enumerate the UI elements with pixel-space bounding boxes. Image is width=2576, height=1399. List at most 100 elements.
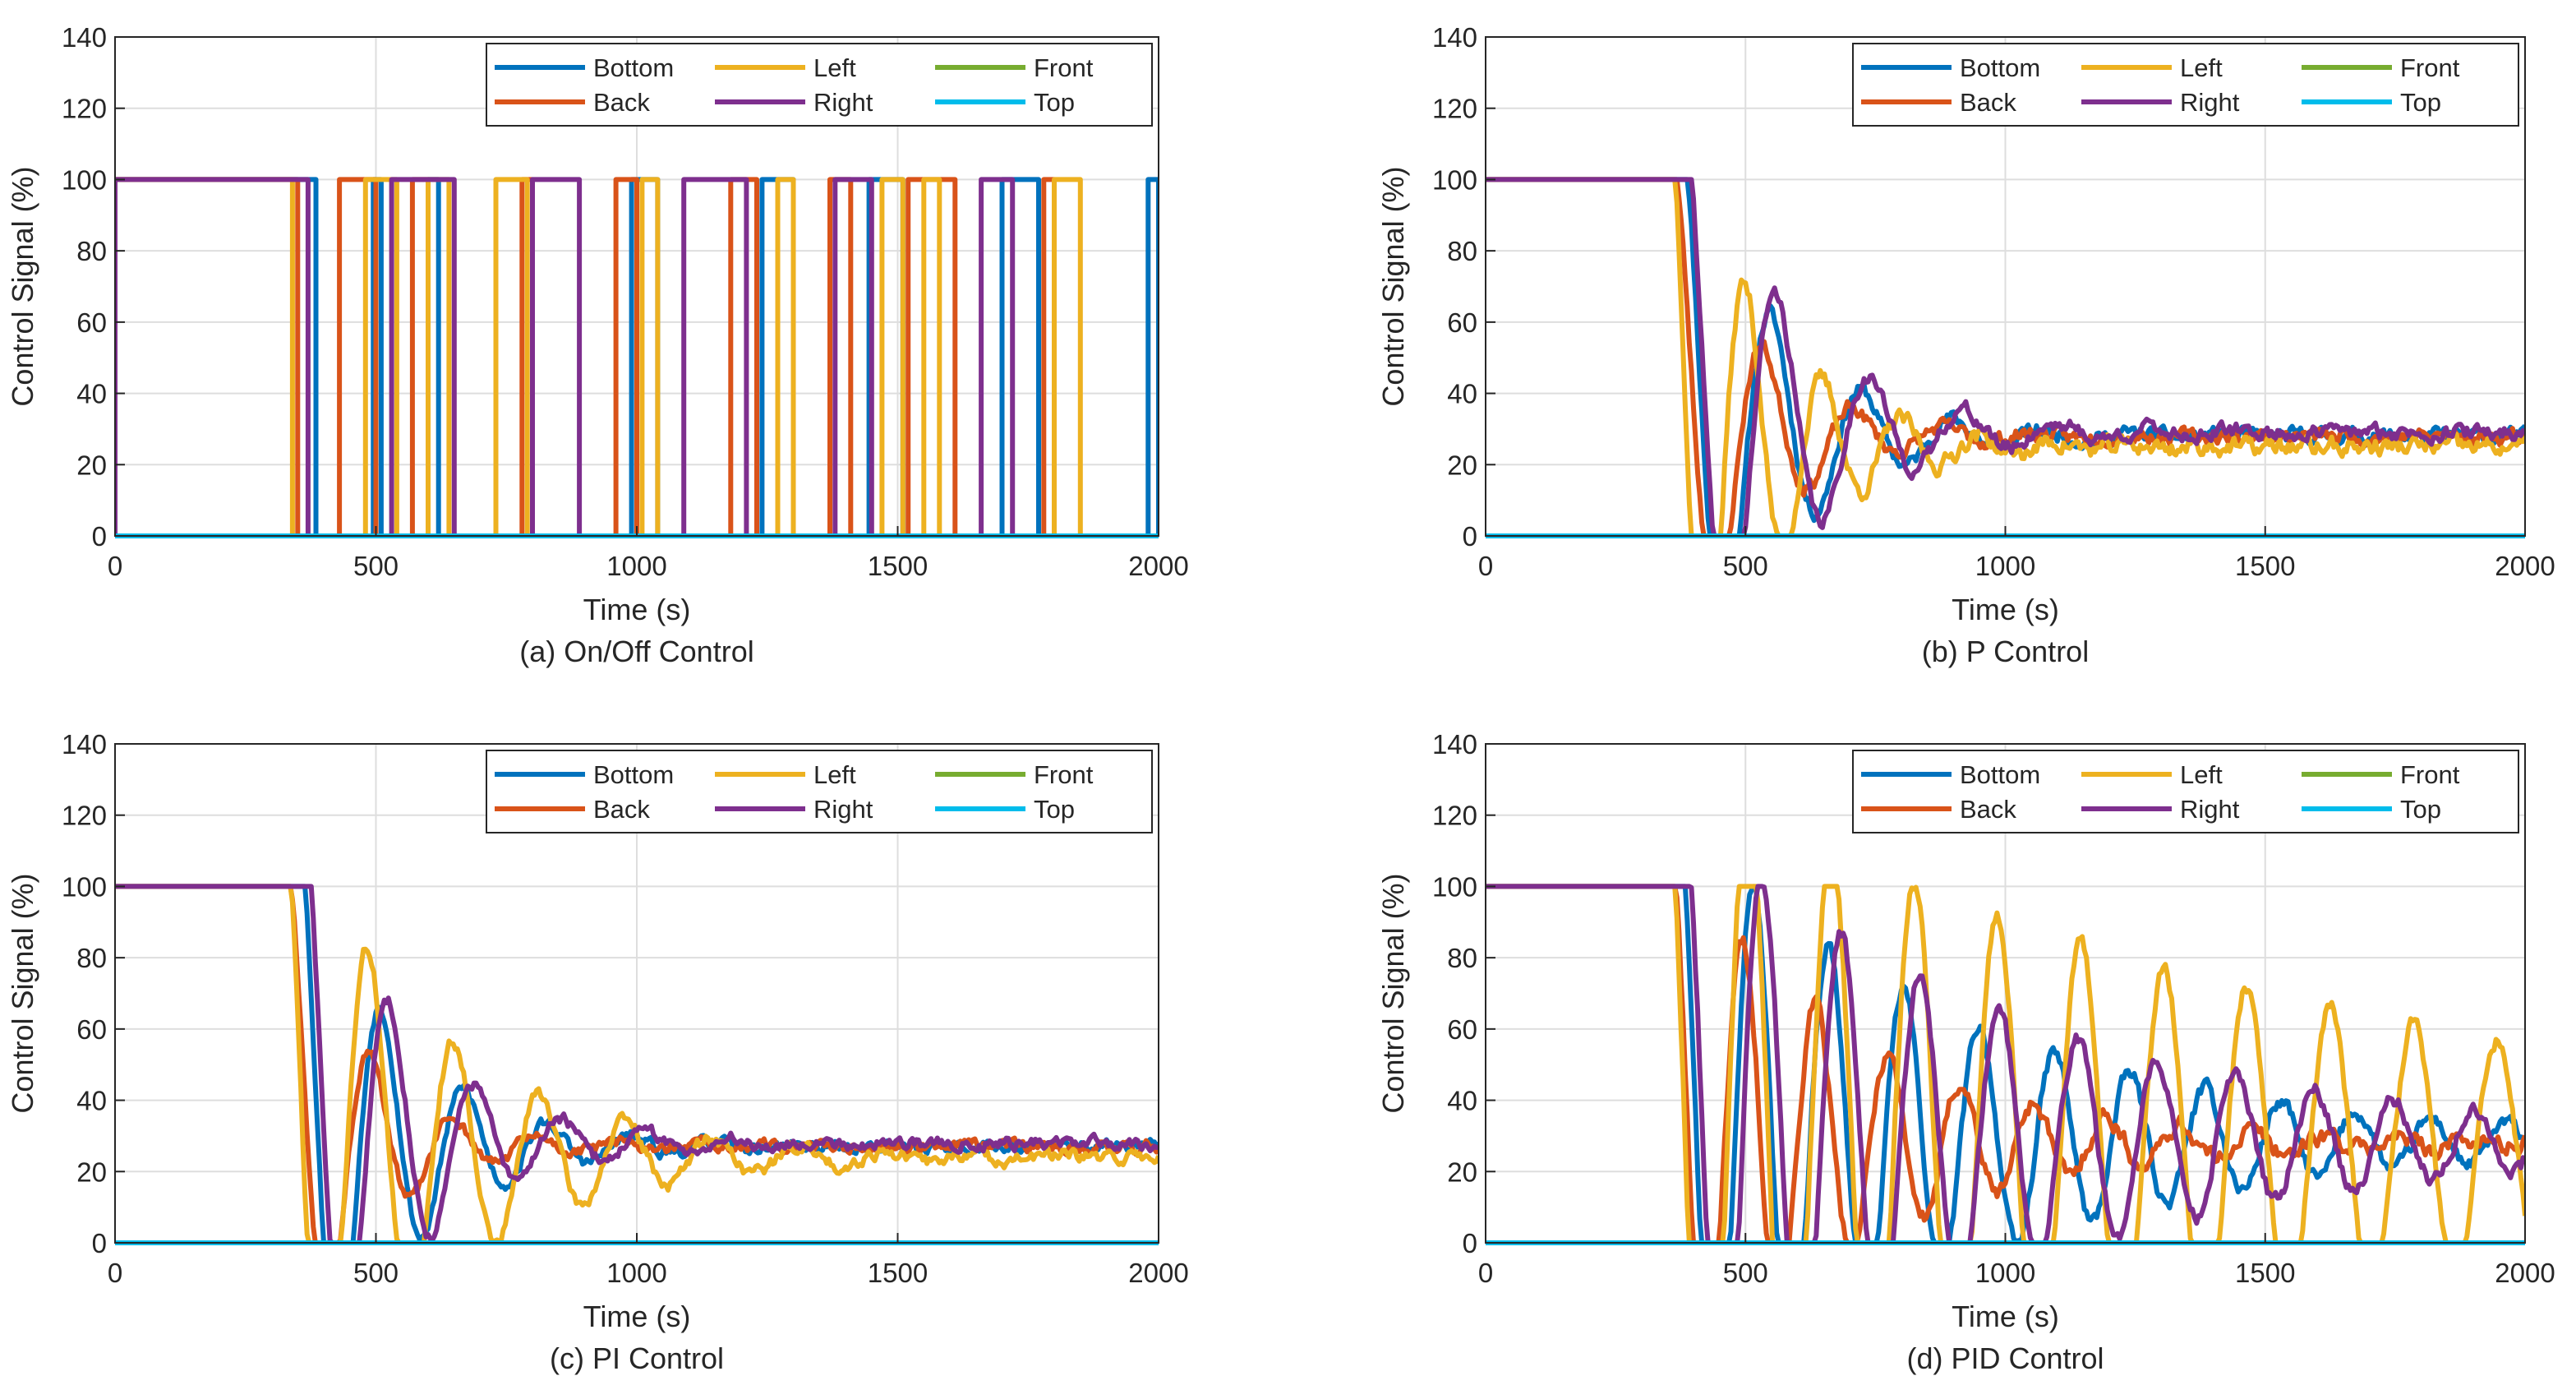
legend: Bottom Back Left Right Front Top — [486, 43, 1153, 127]
y-tick-label: 120 — [62, 94, 107, 124]
y-tick-label: 40 — [1447, 1086, 1477, 1116]
legend-entry-right: Right — [2081, 88, 2240, 117]
series-line-right — [115, 884, 1159, 1245]
y-tick-label: 120 — [1432, 94, 1477, 124]
legend-entry-left: Left — [2081, 53, 2223, 82]
legend-label: Bottom — [1960, 760, 2040, 789]
x-axis-label: Time (s) — [1952, 1300, 2059, 1333]
legend-label: Top — [2400, 795, 2441, 824]
legend-label: Front — [1034, 53, 1094, 82]
y-tick-label: 20 — [1447, 1157, 1477, 1187]
x-axis-label: Time (s) — [1952, 593, 2059, 626]
chart-panel-b: 0 500 1000 1500 2000 0 20 40 60 80 100 120 140 Time (… — [1376, 22, 2555, 668]
y-tick-label: 40 — [76, 379, 107, 409]
legend-box — [486, 750, 1153, 833]
x-tick-label: 1500 — [868, 551, 928, 581]
x-tick-label: 1500 — [2235, 551, 2295, 581]
legend-entry-left: Left — [715, 53, 856, 82]
x-tick-label: 0 — [1478, 551, 1493, 581]
x-tick-label: 1000 — [1975, 1258, 2035, 1288]
y-tick-label: 140 — [62, 729, 107, 760]
legend-entry-back: Back — [495, 795, 650, 824]
y-tick-label: 0 — [1463, 521, 1477, 552]
x-tick-label: 2000 — [2495, 551, 2555, 581]
y-tick-label: 60 — [76, 307, 107, 338]
panel-caption: (a) On/Off Control — [519, 635, 753, 668]
legend-box — [1852, 43, 2519, 127]
y-tick-label: 100 — [1432, 871, 1477, 902]
legend-label: Right — [813, 88, 873, 117]
y-tick-label: 80 — [1447, 236, 1477, 266]
legend-entry-front: Front — [2302, 53, 2460, 82]
legend-entry-right: Right — [2081, 795, 2240, 824]
legend-label: Right — [2180, 795, 2240, 824]
chart-panel-c: 0 500 1000 1500 2000 0 20 40 60 80 100 120 140 Time (… — [6, 729, 1189, 1375]
legend-label: Left — [813, 53, 856, 82]
legend-entry-left: Left — [2081, 760, 2223, 789]
y-tick-label: 100 — [62, 164, 107, 195]
legend-entry-bottom: Bottom — [1861, 760, 2040, 789]
y-tick-label: 120 — [62, 801, 107, 831]
y-tick-label: 140 — [1432, 22, 1477, 53]
y-tick-label: 80 — [76, 943, 107, 973]
x-axis-label: Time (s) — [583, 1300, 691, 1333]
y-tick-label: 0 — [92, 1228, 107, 1258]
y-tick-label: 0 — [1463, 1228, 1477, 1258]
x-tick-label: 1500 — [2235, 1258, 2295, 1288]
legend-entry-top: Top — [935, 795, 1075, 824]
legend-entry-top: Top — [2302, 795, 2441, 824]
y-axis-label: Control Signal (%) — [1376, 873, 1410, 1113]
legend-entry-top: Top — [2302, 88, 2441, 117]
legend-label: Bottom — [1960, 53, 2040, 82]
x-tick-label: 0 — [108, 551, 122, 581]
panel-caption: (b) P Control — [1922, 635, 2089, 668]
legend-label: Top — [2400, 88, 2441, 117]
legend-label: Back — [1960, 795, 2016, 824]
legend-label: Bottom — [593, 760, 674, 789]
x-tick-label: 1500 — [868, 1258, 928, 1288]
x-tick-label: 1000 — [606, 1258, 666, 1288]
legend-entry-bottom: Bottom — [495, 53, 674, 82]
y-tick-label: 20 — [1447, 450, 1477, 480]
y-tick-label: 20 — [76, 450, 107, 480]
legend-box — [486, 43, 1153, 127]
x-tick-label: 2000 — [2495, 1258, 2555, 1288]
x-tick-label: 500 — [353, 1258, 399, 1288]
y-tick-label: 80 — [76, 236, 107, 266]
legend-label: Left — [2180, 760, 2223, 789]
series-line-right — [1486, 884, 2525, 1245]
y-tick-label: 40 — [1447, 379, 1477, 409]
x-tick-label: 2000 — [1128, 551, 1188, 581]
y-axis-label: Control Signal (%) — [6, 873, 39, 1113]
chart-panel-d: 0 500 1000 1500 2000 0 20 40 60 80 100 120 140 Time (… — [1376, 729, 2555, 1375]
x-tick-label: 0 — [1478, 1258, 1493, 1288]
y-tick-label: 100 — [62, 871, 107, 902]
x-tick-label: 1000 — [1975, 551, 2035, 581]
legend-label: Front — [1034, 760, 1094, 789]
legend-label: Back — [1960, 88, 2016, 117]
legend-box — [1852, 750, 2519, 833]
legend-entry-bottom: Bottom — [495, 760, 674, 789]
legend-label: Right — [813, 795, 873, 824]
y-tick-label: 40 — [76, 1086, 107, 1116]
legend-label: Left — [813, 760, 856, 789]
legend: Bottom Back Left Right Front Top — [486, 750, 1153, 833]
y-tick-label: 100 — [1432, 164, 1477, 195]
x-tick-label: 500 — [1723, 551, 1768, 581]
y-axis-label: Control Signal (%) — [1376, 166, 1410, 406]
panel-caption: (c) PI Control — [550, 1341, 724, 1375]
legend-entry-bottom: Bottom — [1861, 53, 2040, 82]
series-line-right — [1486, 177, 2525, 538]
x-tick-label: 500 — [1723, 1258, 1768, 1288]
legend-label: Back — [593, 88, 650, 117]
legend-label: Top — [1034, 795, 1075, 824]
x-tick-label: 1000 — [606, 551, 666, 581]
y-tick-label: 60 — [1447, 1014, 1477, 1045]
legend: Bottom Back Left Right Front Top — [1852, 750, 2519, 833]
chart-panel-a: 0 500 1000 1500 2000 0 20 40 60 80 100 120 140 Time (… — [6, 22, 1189, 668]
legend-entry-back: Back — [495, 88, 650, 117]
legend-entry-front: Front — [2302, 760, 2460, 789]
x-axis-label: Time (s) — [583, 593, 691, 626]
x-tick-label: 0 — [108, 1258, 122, 1288]
